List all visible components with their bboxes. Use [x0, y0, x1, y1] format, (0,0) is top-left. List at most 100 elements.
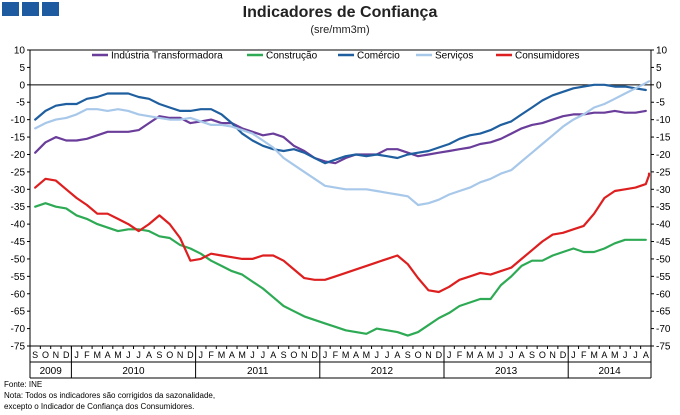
x-month-label: J — [633, 350, 638, 360]
y-tick-label-left: -25 — [11, 167, 26, 178]
x-month-label: S — [529, 350, 535, 360]
x-month-label: A — [601, 350, 607, 360]
y-tick-label-right: -20 — [656, 150, 671, 161]
x-month-label: J — [323, 350, 328, 360]
y-tick-label-left: -50 — [11, 254, 26, 265]
x-month-label: O — [415, 350, 422, 360]
logo-block — [22, 2, 39, 16]
y-tick-label-right: -50 — [656, 254, 671, 265]
x-month-label: A — [477, 350, 483, 360]
x-month-label: J — [199, 350, 204, 360]
x-month-label: M — [218, 350, 226, 360]
x-year-label: 2010 — [122, 366, 145, 377]
x-month-label: S — [32, 350, 38, 360]
chart-title: Indicadores de Confiança — [242, 4, 438, 21]
x-year-label: 2013 — [495, 366, 518, 377]
x-month-label: J — [447, 350, 452, 360]
x-month-label: S — [156, 350, 162, 360]
legend-label-construcao: Construção — [266, 51, 318, 62]
ine-logo — [2, 2, 59, 16]
y-tick-label-left: -35 — [11, 202, 26, 213]
source-note: Fonte: INE — [4, 380, 43, 389]
x-month-label: A — [146, 350, 152, 360]
x-month-label: F — [457, 350, 463, 360]
x-month-label: M — [487, 350, 495, 360]
x-year-label: 2014 — [598, 366, 621, 377]
x-month-label: M — [114, 350, 122, 360]
x-month-label: J — [623, 350, 628, 360]
y-tick-label-left: -60 — [11, 289, 26, 300]
x-month-label: A — [353, 350, 359, 360]
x-year-label: 2009 — [40, 366, 63, 377]
x-year-label: 2011 — [247, 366, 269, 377]
logo-block — [42, 2, 59, 16]
footnote-line-2: excepto o Indicador de Confiança dos Con… — [4, 402, 195, 411]
x-month-label: O — [166, 350, 173, 360]
y-tick-label-left: 5 — [19, 63, 25, 74]
x-month-label: D — [311, 350, 318, 360]
x-month-label: M — [466, 350, 474, 360]
y-tick-label-right: 5 — [656, 63, 662, 74]
x-month-label: A — [643, 350, 649, 360]
y-tick-label-left: -75 — [11, 342, 26, 353]
legend-label-servicos: Serviços — [435, 51, 473, 62]
x-month-label: M — [342, 350, 350, 360]
y-tick-label-left: -70 — [11, 324, 26, 335]
x-month-label: F — [84, 350, 90, 360]
x-month-label: M — [590, 350, 598, 360]
y-tick-label-left: -65 — [11, 307, 26, 318]
x-month-label: O — [290, 350, 297, 360]
legend-label-industria: Indústria Transformadora — [111, 51, 223, 62]
y-tick-label-left: -15 — [11, 133, 26, 144]
x-month-label: J — [499, 350, 504, 360]
y-tick-label-right: -70 — [656, 324, 671, 335]
logo-block — [2, 2, 19, 16]
x-month-label: S — [405, 350, 411, 360]
y-tick-label-left: -45 — [11, 237, 26, 248]
y-tick-label-left: -40 — [11, 220, 26, 231]
x-month-label: O — [539, 350, 546, 360]
footnote-line-1: Nota: Todos os indicadores são corrigido… — [4, 391, 216, 400]
y-tick-label-right: -25 — [656, 167, 671, 178]
x-month-label: J — [385, 350, 390, 360]
x-month-label: J — [136, 350, 141, 360]
x-month-label: F — [208, 350, 214, 360]
y-tick-label-left: -10 — [11, 115, 26, 126]
x-month-label: A — [519, 350, 525, 360]
x-month-label: J — [374, 350, 379, 360]
y-tick-label-right: -60 — [656, 289, 671, 300]
legend-label-comercio: Comércio — [357, 51, 400, 62]
series-line-industria — [34, 109, 647, 165]
x-month-label: F — [581, 350, 587, 360]
y-tick-label-right: 0 — [656, 80, 662, 91]
y-tick-label-left: 0 — [19, 80, 25, 91]
x-month-label: A — [105, 350, 111, 360]
x-month-label: S — [281, 350, 287, 360]
y-tick-label-right: -55 — [656, 272, 671, 283]
x-month-label: N — [549, 350, 556, 360]
y-tick-label-left: -55 — [11, 272, 26, 283]
y-tick-label-right: -40 — [656, 220, 671, 231]
y-tick-label-right: -10 — [656, 115, 671, 126]
x-month-label: N — [53, 350, 60, 360]
y-tick-label-right: -5 — [656, 98, 665, 109]
y-tick-label-right: -15 — [656, 133, 671, 144]
x-month-label: N — [177, 350, 184, 360]
x-year-label: 2012 — [371, 366, 394, 377]
chart-subtitle: (sre/mm3m) — [310, 24, 370, 36]
x-month-label: N — [425, 350, 432, 360]
x-month-label: J — [126, 350, 131, 360]
x-month-label: N — [301, 350, 308, 360]
x-month-label: J — [261, 350, 266, 360]
series-line-consumidores — [34, 172, 651, 294]
x-month-label: D — [560, 350, 567, 360]
x-month-label: A — [270, 350, 276, 360]
y-tick-label-right: -45 — [656, 237, 671, 248]
x-month-label: A — [229, 350, 235, 360]
legend-label-consumidores: Consumidores — [515, 51, 579, 62]
y-tick-label-right: -65 — [656, 307, 671, 318]
y-tick-label-right: -30 — [656, 185, 671, 196]
y-tick-label-left: 10 — [14, 46, 26, 57]
y-tick-label-left: -20 — [11, 150, 26, 161]
